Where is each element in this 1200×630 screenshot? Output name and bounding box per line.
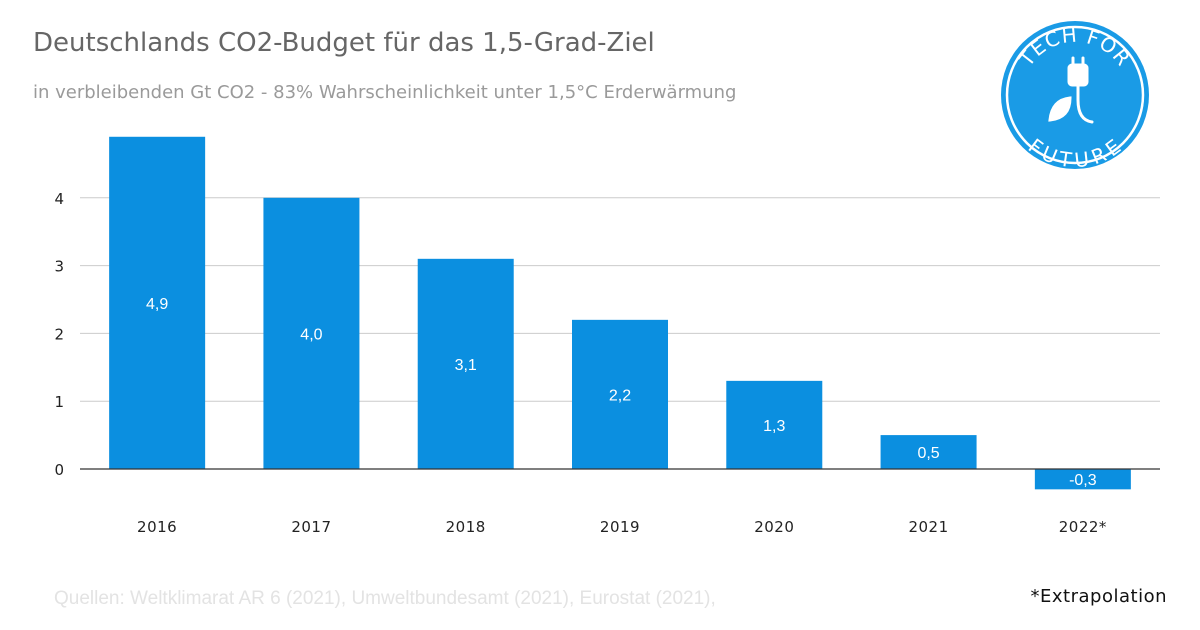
plug-leaf-icon (1048, 56, 1094, 124)
y-tick-label: 3 (54, 258, 64, 276)
y-tick-label: 4 (54, 190, 64, 208)
bars (109, 136, 1131, 490)
bar (417, 258, 514, 469)
y-tick-label: 2 (54, 325, 64, 343)
data-label: 4,0 (300, 326, 322, 343)
chart-subtitle: in verbleibenden Gt CO2 - 83% Wahrschein… (33, 82, 737, 103)
x-tick-label: 2019 (600, 518, 640, 536)
x-tick-label: 2017 (291, 518, 331, 536)
x-tick-label: 2021 (908, 518, 948, 536)
bar (726, 380, 823, 469)
x-tick-label: 2018 (446, 518, 486, 536)
bar (263, 197, 360, 470)
data-label: 4,9 (146, 296, 168, 313)
data-label: 3,1 (455, 357, 477, 374)
bar (572, 319, 668, 469)
x-tick-label: 2016 (137, 518, 177, 536)
axis: 0 1 2 3 4 2016 2017 2018 2019 2020 2021 2022* (54, 190, 1160, 536)
data-label: -0,3 (1069, 472, 1097, 489)
x-tick-label: 2022* (1059, 518, 1107, 536)
data-label: 0,5 (917, 445, 939, 462)
footnote: *Extrapolation (1030, 586, 1167, 607)
chart-title: Deutschlands CO2-Budget für das 1,5-Grad… (33, 28, 655, 58)
y-tick-label: 1 (54, 393, 64, 411)
y-tick-label: 0 (54, 461, 64, 479)
data-label: 1,3 (763, 418, 785, 435)
x-tick-label: 2020 (754, 518, 794, 536)
data-labels: 4,9 4,0 3,1 2,2 1,3 0,5 -0,3 (146, 296, 1097, 489)
tech-for-future-logo: TECH FOR FUTURE (1001, 21, 1149, 170)
bar (1034, 469, 1131, 490)
bar (109, 136, 206, 469)
data-label: 2,2 (609, 387, 631, 404)
bar (880, 435, 977, 469)
source-note: Quellen: Weltklimarat AR 6 (2021), Umwel… (54, 588, 716, 609)
